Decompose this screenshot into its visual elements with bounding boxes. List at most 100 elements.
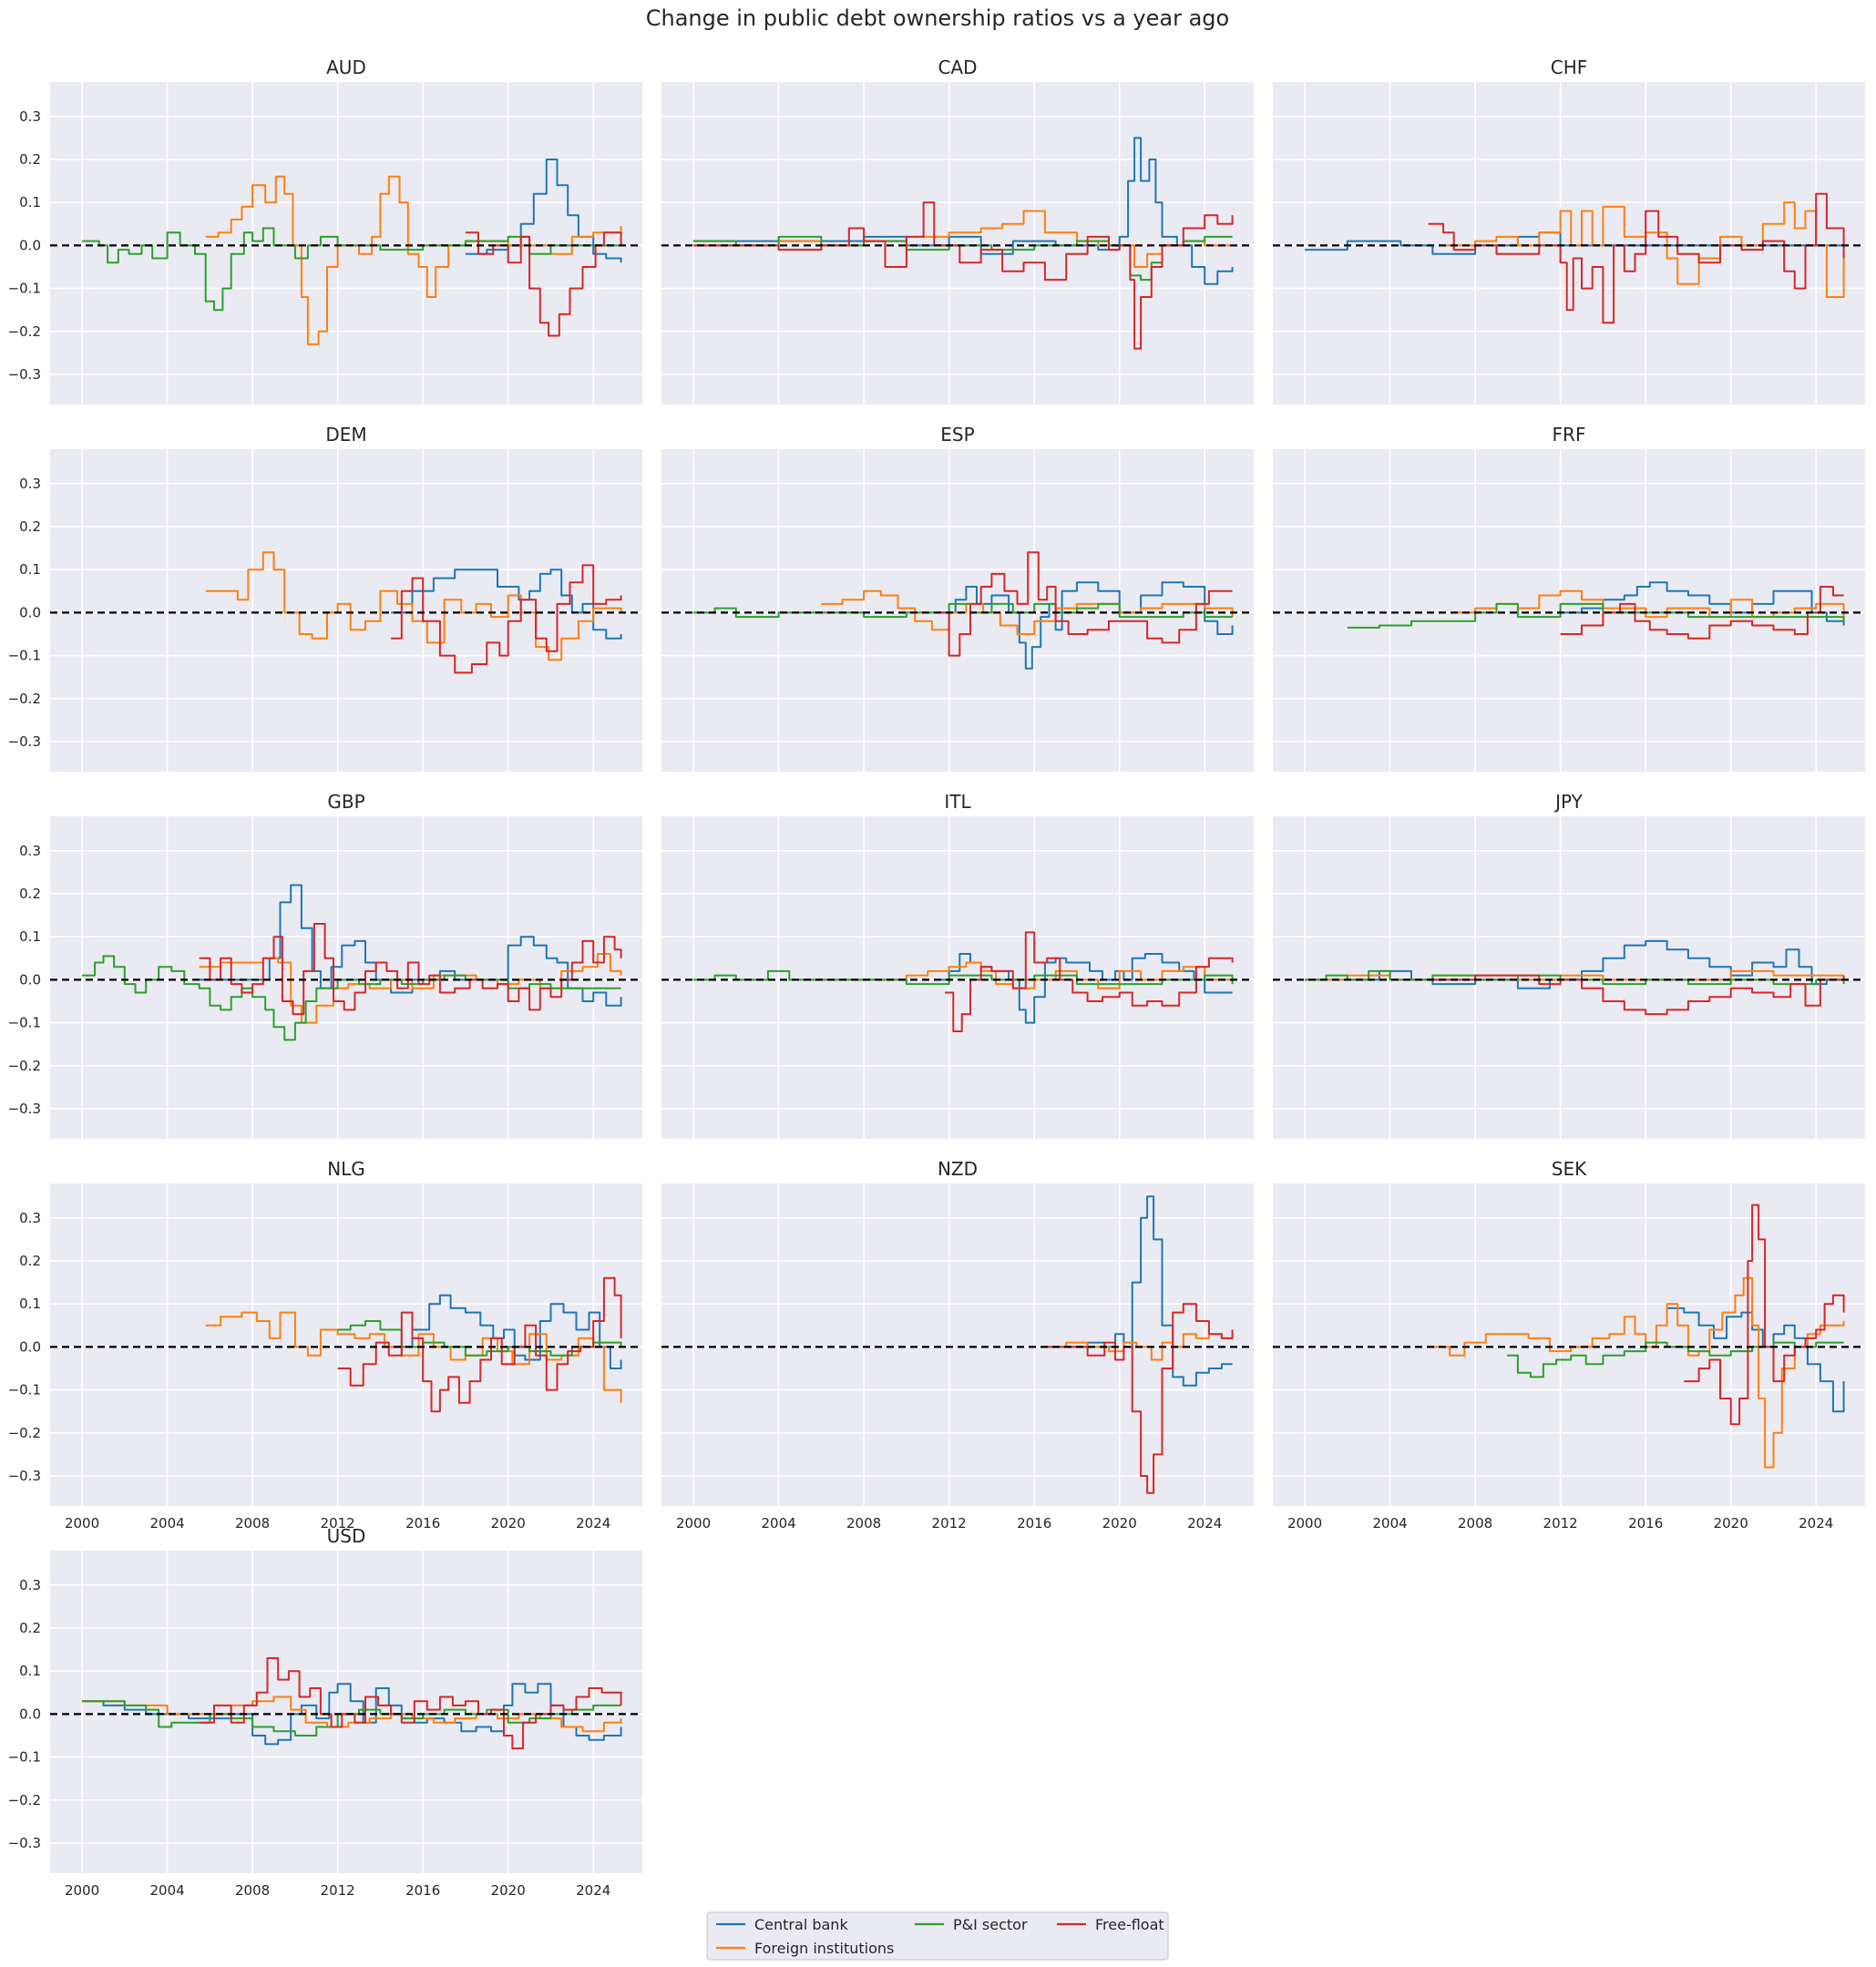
x-tick-label: 2000 — [676, 1515, 711, 1532]
panel-title: JPY — [1553, 791, 1584, 813]
panel-background — [661, 816, 1254, 1139]
x-tick-label: 2020 — [1102, 1515, 1137, 1532]
panel-background — [661, 82, 1254, 405]
x-tick-label: 2016 — [405, 1882, 440, 1899]
legend-item-free-float: Free-float — [1057, 1916, 1164, 1933]
panel-background — [1273, 449, 1865, 772]
x-tick-label: 2024 — [1799, 1515, 1833, 1532]
y-tick-label: 0.1 — [19, 194, 41, 210]
y-tick-label: 0.3 — [19, 1577, 41, 1593]
series-line-p-i-sector — [337, 1320, 622, 1357]
y-tick-label: −0.2 — [8, 1058, 41, 1074]
y-tick-label: −0.3 — [8, 1101, 41, 1117]
y-tick-label: −0.1 — [8, 1382, 41, 1398]
x-tick-label: 2016 — [1628, 1515, 1663, 1532]
series-line-foreign-institutions — [1443, 201, 1845, 298]
series-group — [1305, 939, 1845, 1016]
legend-item-pi-sector: P&I sector — [915, 1916, 1028, 1933]
panel-title: GBP — [327, 791, 364, 813]
series-line-p-i-sector — [82, 955, 621, 1041]
panel-background — [50, 1183, 642, 1506]
y-tick-label: 0.3 — [19, 108, 41, 125]
legend-label-foreign-institutions: Foreign institutions — [754, 1940, 894, 1957]
y-tick-label: −0.3 — [8, 1835, 41, 1851]
y-tick-label: 0.0 — [19, 1706, 41, 1722]
series-line-free-float — [391, 564, 622, 674]
panel-chf: CHF — [1273, 56, 1865, 405]
x-tick-label: 2024 — [576, 1882, 610, 1899]
panel-aud: −0.3 −0.2 −0.1 0.0 0.1 0.2 0.3 AUD — [8, 56, 642, 405]
y-tick-label: 0.1 — [19, 1663, 41, 1679]
legend-label-free-float: Free-float — [1095, 1916, 1164, 1933]
panel-title: ESP — [940, 424, 974, 446]
panel-esp: ESP — [661, 424, 1254, 772]
x-tick-label: 2012 — [321, 1515, 355, 1532]
y-tick-label: −0.3 — [8, 733, 41, 750]
panel-background — [50, 816, 642, 1139]
x-tick-label: 2008 — [235, 1515, 270, 1532]
x-tick-label: 2004 — [150, 1882, 185, 1899]
panel-title: CAD — [938, 56, 977, 78]
series-line-foreign-institutions — [205, 1311, 622, 1403]
y-tick-label: −0.2 — [8, 323, 41, 340]
y-tick-label: −0.2 — [8, 1792, 41, 1808]
panel-dem: −0.3 −0.2 −0.1 0.0 0.1 0.2 0.3 DEM — [8, 424, 642, 772]
legend-frame — [706, 1911, 1169, 1961]
x-tick-label: 2004 — [1373, 1515, 1408, 1532]
series-line-central-bank — [693, 137, 1234, 285]
y-tick-label: 0.0 — [19, 604, 41, 620]
legend-item-foreign-institutions: Foreign institutions — [716, 1940, 894, 1957]
panel-gbp: −0.3 −0.2 −0.1 0.0 0.1 0.2 0.3 GBP — [8, 791, 642, 1139]
series-line-free-float — [199, 1657, 622, 1750]
series-line-p-i-sector — [1347, 602, 1845, 629]
panel-background — [50, 1551, 642, 1873]
series-line-free-float — [199, 923, 622, 1016]
series-group — [205, 1276, 622, 1413]
series-line-central-bank — [1560, 581, 1845, 626]
series-line-central-bank — [1305, 939, 1844, 989]
y-tick-label: −0.1 — [8, 648, 41, 664]
y-tick-label: 0.2 — [19, 1253, 41, 1269]
x-tick-label: 2020 — [491, 1882, 526, 1899]
panel-jpy: JPY — [1273, 791, 1865, 1139]
series-group — [205, 551, 622, 674]
y-tick-label: 0.1 — [19, 561, 41, 578]
y-tick-label: 0.2 — [19, 886, 41, 902]
y-tick-label: 0.2 — [19, 151, 41, 168]
y-tick-label: 0.1 — [19, 928, 41, 945]
panel-sek: 2000 2004 2008 2012 2016 2020 2024 SEK — [1273, 1158, 1865, 1532]
panel-itl: ITL — [661, 791, 1254, 1139]
panel-title: NZD — [938, 1158, 978, 1180]
y-tick-label: 0.2 — [19, 1620, 41, 1636]
y-tick-label: 0.3 — [19, 1210, 41, 1226]
panel-usd: −0.3 −0.2 −0.1 0.0 0.1 0.2 0.3 2000 2004 2008 2012… — [8, 1525, 642, 1899]
panel-nzd: 2000 2004 2008 2012 2016 2020 2024 NZD — [661, 1158, 1254, 1532]
x-tick-label: 2016 — [405, 1515, 440, 1532]
panel-title: DEM — [325, 424, 366, 446]
y-tick-label: −0.1 — [8, 281, 41, 297]
y-tick-label: −0.3 — [8, 366, 41, 383]
y-tick-label: 0.0 — [19, 971, 41, 988]
legend-label-central-bank: Central bank — [754, 1916, 848, 1933]
panel-background — [661, 449, 1254, 772]
x-tick-label: 2020 — [491, 1515, 526, 1532]
y-tick-label: −0.1 — [8, 1015, 41, 1031]
panel-frf: FRF — [1273, 424, 1865, 772]
series-line-free-float — [1684, 1204, 1845, 1426]
x-tick-label: 2024 — [1187, 1515, 1222, 1532]
panel-title: SEK — [1552, 1158, 1587, 1180]
panel-title: FRF — [1553, 424, 1586, 446]
y-tick-label: 0.1 — [19, 1296, 41, 1312]
series-line-free-float — [693, 201, 1234, 350]
x-tick-label: 2012 — [321, 1882, 355, 1899]
panel-title: USD — [327, 1525, 366, 1547]
series-line-p-i-sector — [693, 602, 1233, 619]
x-tick-label: 2008 — [235, 1882, 270, 1899]
x-tick-label: 2012 — [1543, 1515, 1578, 1532]
series-group — [1305, 192, 1845, 324]
series-line-free-float — [938, 551, 1233, 657]
panel-background — [50, 449, 642, 772]
y-tick-label: 0.3 — [19, 476, 41, 492]
